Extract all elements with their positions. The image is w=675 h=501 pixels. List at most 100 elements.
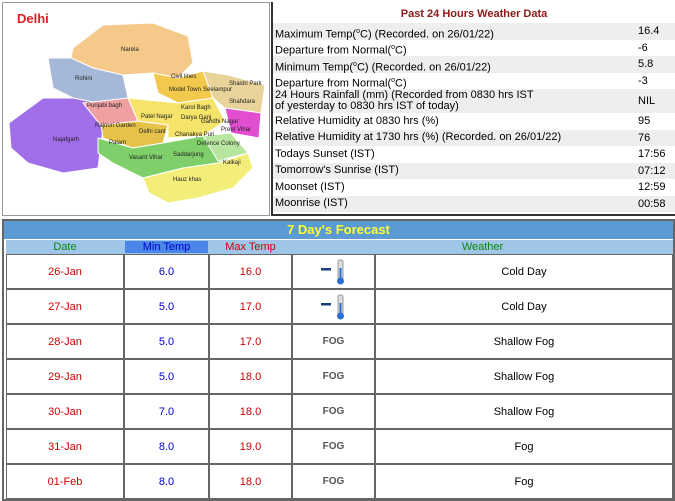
date-cell: 30-Jan (6, 394, 124, 429)
label-text: Moonset (IST) (275, 180, 345, 193)
row-value: 95 (638, 115, 651, 128)
data-row: Maximum Temp(oC) (Recorded. on 26/01/22)… (273, 23, 675, 40)
past-24-hours-panel: Past 24 Hours Weather Data Maximum Temp(… (271, 2, 675, 216)
row-label: Tomorrow's Sunrise (IST) (275, 165, 399, 176)
forecast-title: 7 Day's Forecast (4, 221, 673, 239)
label-text: C) (Recorded. on 26/01/22) (356, 61, 491, 74)
map-svg: Delhi Narela Rohini Civil lines Model To… (8, 11, 266, 204)
data-row: 24 Hours Rainfall (mm) (Recorded from 08… (273, 89, 675, 113)
cold-icon (320, 294, 344, 319)
row-value: NIL (638, 95, 656, 107)
min-temp-cell: 5.0 (124, 359, 209, 394)
label-text: C) (395, 44, 407, 57)
weather-icon (292, 289, 375, 324)
map-label: Shahdara (229, 99, 256, 105)
row-label: Relative Humidity at 1730 hrs (%) (Recor… (275, 132, 561, 143)
row-label: Todays Sunset (IST) (275, 147, 375, 160)
date-cell: 28-Jan (6, 324, 124, 359)
max-temp-cell: 19.0 (209, 429, 292, 464)
map-label: Saddarjung (173, 152, 204, 158)
data-row: Moonrise (IST) 00:58 (273, 195, 675, 212)
label-text: C) (395, 77, 407, 90)
map-label: Seelampur (203, 87, 232, 93)
map-label: Hauz khas (173, 177, 201, 183)
map-label: Kalkaji (223, 160, 241, 166)
label-text: of yesterday to 0830 hrs IST of today) (275, 100, 459, 112)
row-label: 24 Hours Rainfall (mm) (Recorded from 08… (275, 90, 534, 112)
column-header: Date (6, 240, 124, 254)
label-text: Minimum Temp( (275, 61, 354, 74)
map-title: Delhi (17, 11, 49, 26)
map-label: Vasant Vihar (129, 155, 163, 161)
data-row: Tomorrow's Sunrise (IST) 07:12 (273, 162, 675, 179)
min-temp-cell: 8.0 (124, 464, 209, 499)
max-temp-cell: 18.0 (209, 394, 292, 429)
row-value: 00:58 (638, 197, 666, 210)
map-label: Civil lines (171, 74, 196, 80)
min-temp-cell: 7.0 (124, 394, 209, 429)
column-header: Weather (292, 240, 673, 254)
row-label: Departure from Normal(oC) (275, 75, 407, 90)
label-text: Moonrise (IST) (275, 197, 348, 210)
date-cell: 26-Jan (6, 254, 124, 289)
map-label: Punjabi bagh (87, 103, 122, 109)
label-text: Todays Sunset (IST) (275, 147, 375, 160)
weather-icon: FOG (292, 394, 375, 429)
row-label: Maximum Temp(oC) (Recorded. on 26/01/22) (275, 26, 494, 41)
label-text: 24 Hours Rainfall (mm) (Recorded from 08… (275, 89, 534, 101)
date-cell: 27-Jan (6, 289, 124, 324)
row-value: 76 (638, 131, 651, 144)
min-temp-cell: 5.0 (124, 324, 209, 359)
date-cell: 31-Jan (6, 429, 124, 464)
map-label: Karol Bagh (181, 105, 211, 111)
map-label: Narela (121, 47, 139, 53)
panel-title: Past 24 Hours Weather Data (400, 8, 548, 20)
forecast-table: 7 Day's Forecast Date Min Temp Max Temp Wea… (2, 219, 675, 501)
weather-cell: Fog (375, 464, 673, 499)
map-label: Gandhi Nagar (201, 119, 238, 125)
min-temp-cell: 5.0 (124, 289, 209, 324)
map-label: Rajouri Garden (95, 123, 136, 129)
label-text: Tomorrow's Sunrise (IST) (275, 164, 399, 177)
column-header: Min Temp (124, 240, 209, 254)
row-label: Departure from Normal(oC) (275, 42, 407, 57)
row-value: 12:59 (638, 181, 666, 194)
row-label: Moonrise (IST) (275, 198, 348, 209)
column-header: Max Temp (209, 240, 292, 254)
max-temp-cell: 17.0 (209, 324, 292, 359)
weather-icon: FOG (292, 429, 375, 464)
row-value: 17:56 (638, 148, 666, 161)
label-text: Departure from Normal( (275, 44, 392, 57)
row-label: Moonset (IST) (275, 180, 345, 193)
data-row: Todays Sunset (IST) 17:56 (273, 146, 675, 163)
max-temp-cell: 16.0 (209, 254, 292, 289)
label-sup: o (353, 60, 357, 68)
map-label: Rohini (75, 76, 92, 82)
data-row: Relative Humidity at 1730 hrs (%) (Recor… (273, 129, 675, 146)
delhi-map: Delhi Narela Rohini Civil lines Model To… (2, 2, 270, 216)
map-label: Delhi cant (139, 129, 166, 135)
label-sup: o (391, 77, 396, 85)
weather-cell: Cold Day (375, 254, 673, 289)
data-row: Moonset (IST) 12:59 (273, 179, 675, 196)
label-sup: o (391, 44, 396, 52)
map-label: Darya Ganj (181, 115, 211, 121)
weather-cell: Cold Day (375, 289, 673, 324)
map-label: Patel Nagar (141, 114, 173, 120)
max-temp-cell: 17.0 (209, 289, 292, 324)
weather-cell: Fog (375, 429, 673, 464)
cold-icon (320, 259, 344, 284)
row-value: 16.4 (638, 25, 660, 38)
data-row: Minimum Temp(oC) (Recorded. on 26/01/22)… (273, 56, 675, 73)
label-text: Relative Humidity at 0830 hrs (%) (275, 114, 439, 127)
max-temp-cell: 18.0 (209, 359, 292, 394)
map-label: Defence Colony (197, 141, 240, 147)
weather-icon: FOG (292, 464, 375, 499)
date-cell: 01-Feb (6, 464, 124, 499)
weather-icon: FOG (292, 324, 375, 359)
min-temp-cell: 6.0 (124, 254, 209, 289)
row-label: Minimum Temp(oC) (Recorded. on 26/01/22) (275, 59, 491, 74)
weather-icon (292, 254, 375, 289)
label-text: Departure from Normal( (275, 77, 392, 90)
map-label: Shastri Park (229, 81, 263, 87)
